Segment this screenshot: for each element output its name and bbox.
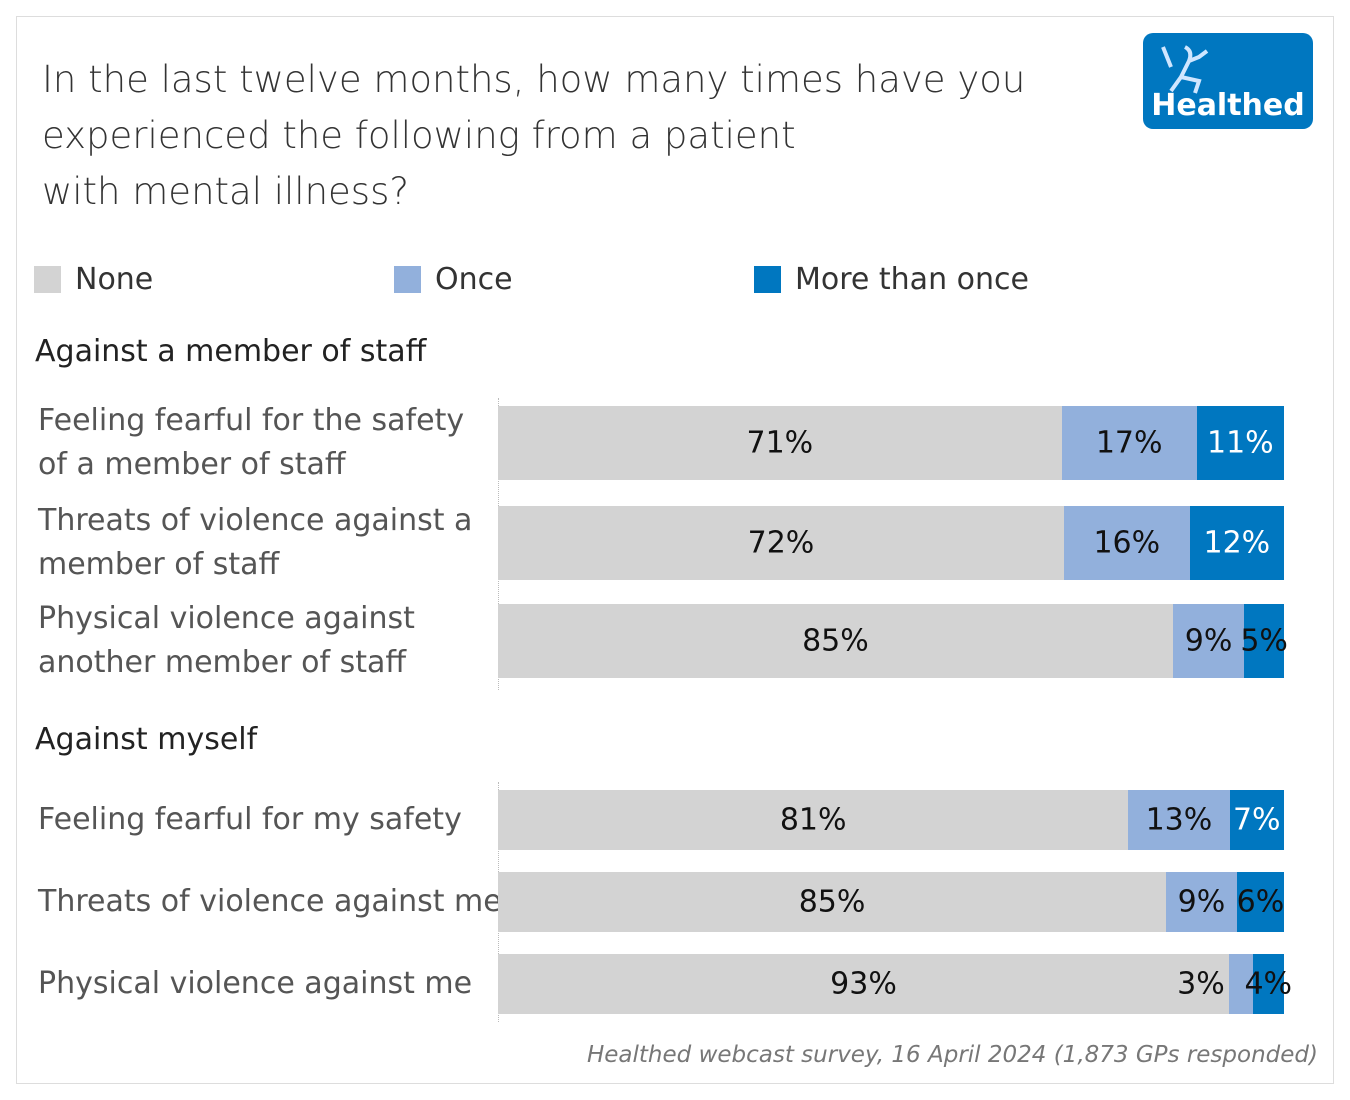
data-label: 9% bbox=[1177, 884, 1226, 920]
bar-segment-none bbox=[498, 506, 1064, 580]
row-label: Threats of violence against me bbox=[38, 884, 502, 919]
bar-segment-once bbox=[1172, 604, 1245, 678]
bar-segment-more-than-once bbox=[1229, 790, 1284, 850]
row-label: Feeling fearful for my safety bbox=[38, 802, 462, 837]
bar-segment-none bbox=[498, 790, 1129, 850]
legend-label: None bbox=[75, 262, 154, 297]
bar-segment-more-than-once bbox=[1189, 506, 1284, 580]
data-label: 9% bbox=[1184, 623, 1233, 659]
legend-item: More than once bbox=[754, 262, 1029, 297]
bar-segment-none bbox=[498, 406, 1062, 480]
chart-frame bbox=[16, 16, 1334, 1084]
data-label: 85% bbox=[798, 884, 866, 920]
bar-segment-once bbox=[1228, 954, 1253, 1014]
data-label: 13% bbox=[1145, 802, 1213, 838]
bar-segment-once bbox=[1128, 790, 1230, 850]
bar-segment-once bbox=[1063, 506, 1190, 580]
legend-item: Once bbox=[394, 262, 513, 297]
bar-segment-more-than-once bbox=[1196, 406, 1284, 480]
title-line: experienced the following from a patient bbox=[42, 114, 796, 157]
data-label: 85% bbox=[802, 623, 869, 659]
data-label: 5% bbox=[1240, 623, 1288, 659]
legend-label: Once bbox=[435, 262, 513, 297]
logo-text: Healthed bbox=[1151, 88, 1305, 123]
group-heading: Against a member of staff bbox=[35, 334, 427, 369]
bar-segment-none bbox=[498, 872, 1167, 932]
row-label: Physical violence against me bbox=[38, 966, 473, 1001]
runner-icon bbox=[1161, 45, 1209, 94]
bar-segment-none bbox=[498, 604, 1173, 678]
data-label: 72% bbox=[747, 525, 815, 561]
data-label: 71% bbox=[746, 425, 814, 461]
chart-title: In the last twelve months, how many time… bbox=[42, 52, 1042, 220]
row-label: Physical violence against another member… bbox=[38, 601, 415, 680]
data-label: 7% bbox=[1232, 802, 1281, 838]
bar-segment-none bbox=[498, 954, 1229, 1014]
source-note: Healthed webcast survey, 16 April 2024 (… bbox=[586, 1042, 1318, 1068]
bar-segment-more-than-once bbox=[1244, 604, 1284, 678]
legend-label: More than once bbox=[795, 262, 1029, 297]
group-heading: Against myself bbox=[35, 722, 258, 757]
data-label: 81% bbox=[779, 802, 847, 838]
data-label: 11% bbox=[1206, 425, 1274, 461]
data-label: 4% bbox=[1244, 966, 1293, 1002]
legend-swatch bbox=[34, 266, 61, 293]
legend-item: None bbox=[34, 262, 153, 297]
data-label: 6% bbox=[1236, 884, 1285, 920]
bar-segment-more-than-once bbox=[1252, 954, 1284, 1014]
legend-swatch bbox=[754, 266, 781, 293]
row-label: Threats of violence against a member of … bbox=[38, 503, 473, 582]
row-label: Feeling fearful for the safety of a memb… bbox=[38, 403, 465, 482]
bar-segment-once bbox=[1166, 872, 1237, 932]
legend-swatch bbox=[394, 266, 421, 293]
title-line: with mental illness? bbox=[42, 170, 409, 213]
data-label: 12% bbox=[1203, 525, 1271, 561]
data-label: 16% bbox=[1093, 525, 1161, 561]
data-label: 17% bbox=[1095, 425, 1163, 461]
data-label: 3% bbox=[1177, 966, 1225, 1002]
data-label: 93% bbox=[830, 966, 897, 1002]
healthed-logo: Healthed bbox=[1143, 33, 1313, 129]
title-line: In the last twelve months, how many time… bbox=[42, 58, 1026, 101]
bar-segment-once bbox=[1061, 406, 1197, 480]
bar-segment-more-than-once bbox=[1236, 872, 1284, 932]
